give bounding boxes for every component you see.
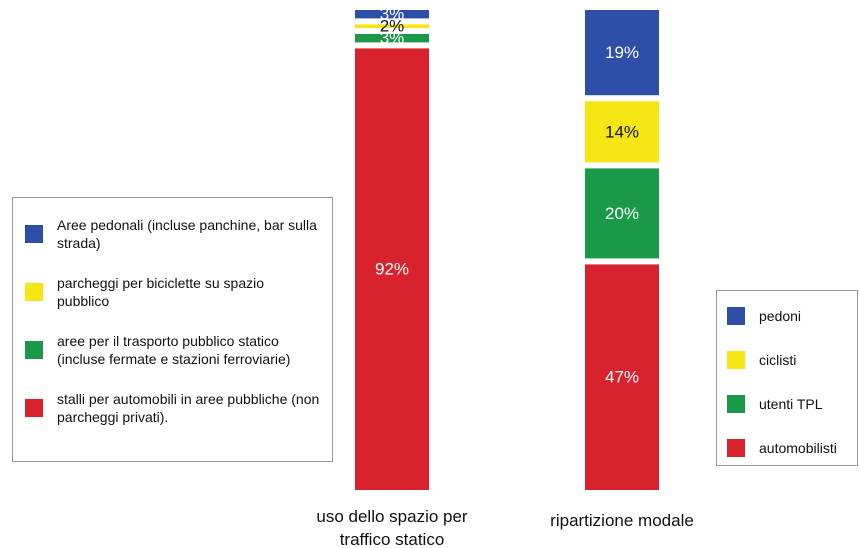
legend-entry: automobilisti	[727, 439, 847, 457]
bar-segment	[585, 101, 659, 163]
category-label: uso dello spazio per traffico statico	[316, 507, 468, 548]
legend-entry: pedoni	[727, 307, 847, 325]
legend-entry: parcheggi per biciclette su spazio pubbl…	[25, 274, 320, 310]
bar-segment	[355, 34, 429, 43]
legend-swatch	[25, 399, 43, 417]
value-label: 2%	[380, 17, 405, 36]
legend-label: Aree pedonali (incluse panchine, bar sul…	[57, 217, 317, 251]
legend-entry: stalli per automobili in aree pubbliche …	[25, 390, 320, 426]
legend-entry: aree per il trasporto pubblico statico (…	[25, 332, 320, 368]
category-label: ripartizione modale	[550, 511, 694, 530]
bar-segment	[585, 10, 659, 96]
legend-entry: utenti TPL	[727, 395, 847, 413]
legend-label: stalli per automobili in aree pubbliche …	[57, 391, 320, 425]
legend-label: pedoni	[759, 308, 802, 324]
bar-segment	[355, 48, 429, 491]
legend-entry: ciclisti	[727, 351, 847, 369]
legend-swatch	[25, 283, 43, 301]
legend-label: automobilisti	[759, 440, 837, 456]
legend-entry: Aree pedonali (incluse panchine, bar sul…	[25, 216, 320, 252]
bar-segment	[355, 10, 429, 19]
legend-label: parcheggi per biciclette su spazio pubbl…	[57, 275, 265, 309]
legend-swatch	[727, 307, 745, 325]
legend-label: utenti TPL	[759, 396, 823, 412]
legend-swatch	[727, 395, 745, 413]
legend-label: aree per il trasporto pubblico statico (…	[57, 333, 291, 367]
value-label: 47%	[605, 368, 639, 387]
bar-segment	[585, 264, 659, 490]
bar-segment	[355, 24, 429, 28]
legend: Aree pedonali (incluse panchine, bar sul…	[12, 197, 333, 462]
value-label: 3%	[380, 5, 405, 24]
legend-swatch	[727, 439, 745, 457]
legend: pedoni ciclisti utenti TPL automobilisti	[716, 290, 858, 466]
legend-swatch	[25, 225, 43, 243]
value-label: 20%	[605, 204, 639, 223]
value-label: 92%	[375, 260, 409, 279]
value-label: 14%	[605, 122, 639, 141]
legend-label: ciclisti	[759, 352, 797, 368]
bar-segment	[585, 168, 659, 259]
legend-swatch	[25, 341, 43, 359]
legend-swatch	[727, 351, 745, 369]
value-label: 19%	[605, 43, 639, 62]
value-label: 3%	[380, 29, 405, 48]
